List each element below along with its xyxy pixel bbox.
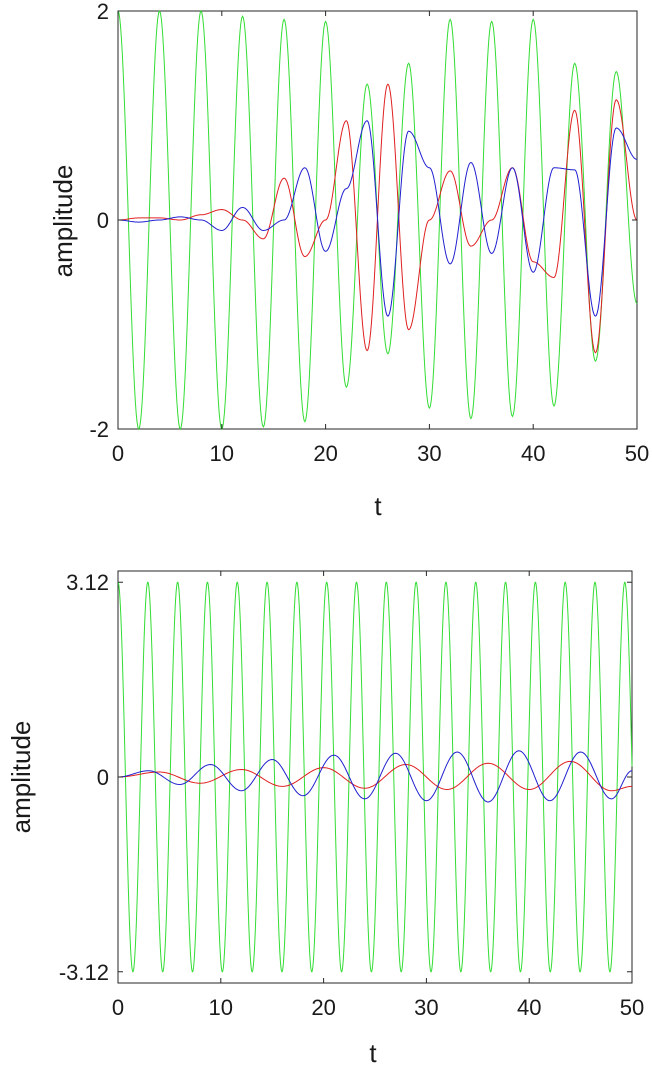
bottom-plot-lines [117,581,633,973]
bottom-plot-y-tick-label: 3.12 [66,570,109,595]
top-plot-ticks: 0 10 20 30 40 50-202 [89,0,649,466]
bottom-plot-x-tick-label: 0 [112,995,124,1020]
top-plot-y-tick-label: -2 [89,417,109,442]
bottom-plot-x-tick-label: 10 [209,995,233,1020]
bottom-plot-y-tick-label: 0 [97,765,109,790]
bottom-plot-series-line-3 [117,750,633,803]
bottom-plot-x-tick-label: 20 [311,995,335,1020]
bottom-plot-x-tick-label: 40 [517,995,541,1020]
top-plot-lines [117,9,638,431]
top-plot-x-tick-label: 0 [112,441,124,466]
bottom-plot-x-tick-label: 30 [414,995,438,1020]
top-plot-y-label: amplitude [48,165,78,278]
bottom-plot-series-line-2 [117,760,633,792]
bottom-plot-series-line-1 [117,581,633,973]
top-plot-y-tick-label: 0 [97,208,109,233]
bottom-plot-y-tick-label: -3.12 [59,960,109,985]
top-plot-x-tick-label: 50 [625,441,649,466]
top-plot-x-tick-label: 20 [313,441,337,466]
bottom-plot-x-tick-label: 50 [620,995,644,1020]
top-plot-series-line-3 [117,120,638,317]
top-plot-y-tick-label: 2 [97,0,109,24]
top-plot-x-label: t [374,491,382,521]
top-plot: 0 10 20 30 40 50-202 t amplitude [48,0,649,521]
bottom-plot-y-label: amplitude [6,721,36,834]
top-plot-x-tick-label: 40 [521,441,545,466]
bottom-plot-x-label: t [369,1038,377,1068]
top-plot-x-tick-label: 30 [417,441,441,466]
top-plot-x-tick-label: 10 [210,441,234,466]
